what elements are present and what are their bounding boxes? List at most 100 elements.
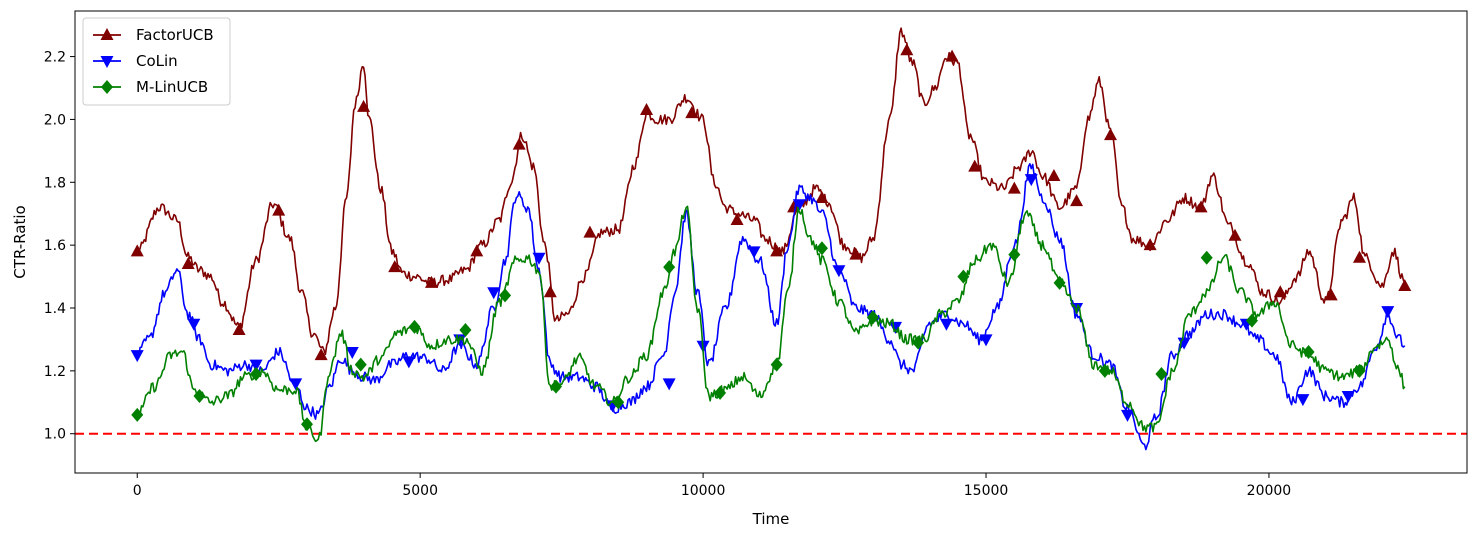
data-point	[549, 379, 562, 394]
y-tick-label: 2.2	[44, 50, 66, 66]
data-point	[232, 323, 246, 335]
data-point	[968, 159, 982, 172]
data-point	[345, 347, 359, 359]
series-3	[131, 205, 1406, 443]
series-layer	[130, 27, 1412, 451]
data-point	[130, 350, 144, 363]
y-tick-label: 1.6	[44, 238, 66, 254]
x-tick-label: 10000	[681, 483, 726, 499]
data-point	[888, 321, 902, 334]
y-axis: 1.0 1.2 1.4 1.6 1.8 2.0 2.2	[44, 50, 75, 443]
data-point	[357, 99, 371, 112]
legend-marker	[100, 28, 114, 40]
x-tick-label: 0	[133, 483, 142, 499]
legend-item: CoLin	[93, 52, 178, 70]
data-point	[640, 103, 654, 115]
y-tick-label: 1.8	[44, 175, 66, 191]
data-point	[1155, 367, 1168, 381]
legend-label: M-LinUCB	[136, 78, 208, 96]
data-point	[1398, 279, 1412, 291]
data-point	[1008, 247, 1021, 262]
legend-label: CoLin	[136, 52, 178, 70]
x-axis-label: Time	[752, 510, 790, 528]
data-point	[272, 203, 286, 216]
legend: FactorUCB CoLin M-LinUCB	[82, 17, 231, 106]
data-point	[181, 257, 195, 269]
data-point	[487, 287, 501, 300]
data-point	[354, 357, 367, 372]
data-point	[314, 348, 328, 361]
data-point	[131, 407, 144, 422]
y-axis-label: CTR-Ratio	[11, 205, 29, 278]
data-point	[543, 285, 557, 298]
data-point	[249, 359, 263, 372]
data-point	[1302, 345, 1315, 359]
y-tick-label: 1.2	[44, 364, 66, 380]
data-point	[662, 378, 676, 391]
data-point	[1104, 128, 1118, 141]
data-point	[730, 213, 744, 225]
legend-label: FactorUCB	[136, 26, 214, 44]
legend-marker	[101, 80, 113, 94]
data-point	[685, 106, 699, 119]
data-point	[583, 225, 597, 238]
data-point	[187, 318, 201, 331]
y-tick-label: 1.0	[44, 427, 66, 443]
data-point	[815, 191, 829, 203]
data-point	[1381, 306, 1395, 319]
data-point	[1324, 288, 1338, 301]
data-point	[1007, 181, 1021, 194]
data-point	[714, 385, 727, 400]
data-point	[499, 288, 512, 303]
x-tick-label: 20000	[1247, 483, 1292, 499]
data-point	[979, 334, 993, 347]
data-point	[939, 318, 953, 331]
plot-area	[74, 10, 1468, 474]
x-axis: 0 5000 10000 15000 20000	[133, 473, 1291, 499]
data-point	[747, 246, 761, 259]
data-point	[1273, 285, 1287, 298]
data-point	[912, 335, 925, 350]
data-point	[470, 244, 484, 257]
data-point	[1245, 313, 1258, 328]
data-point	[1098, 363, 1111, 378]
data-point	[612, 395, 625, 410]
legend-item: FactorUCB	[93, 26, 214, 44]
data-point	[1228, 228, 1242, 241]
legend-box	[82, 17, 231, 106]
series-1	[130, 27, 1412, 361]
data-point	[424, 275, 438, 288]
data-point	[289, 378, 303, 391]
data-point	[388, 260, 402, 273]
data-point	[459, 323, 472, 337]
data-point	[1352, 250, 1366, 263]
data-point	[787, 200, 801, 213]
data-point	[1353, 363, 1366, 378]
data-point	[770, 357, 783, 372]
data-point	[832, 265, 846, 278]
data-point	[193, 389, 206, 403]
data-point	[301, 417, 313, 432]
data-point	[1053, 275, 1066, 290]
data-point	[663, 260, 676, 275]
data-point	[1070, 194, 1084, 207]
data-point	[1200, 250, 1213, 265]
data-point	[900, 43, 914, 56]
data-point	[1143, 238, 1157, 251]
data-point	[866, 310, 879, 325]
data-point	[1047, 169, 1061, 181]
data-point	[945, 49, 959, 62]
data-point	[957, 269, 970, 284]
data-point	[1296, 394, 1310, 407]
data-point	[130, 244, 144, 257]
data-point	[1194, 200, 1208, 213]
legend-item: M-LinUCB	[93, 78, 208, 96]
plot-frame	[74, 10, 1468, 474]
data-point	[402, 356, 416, 369]
series-line	[136, 205, 1406, 443]
data-point	[770, 244, 784, 257]
data-point	[815, 241, 828, 256]
y-tick-label: 1.4	[44, 301, 66, 317]
data-point	[250, 367, 263, 381]
